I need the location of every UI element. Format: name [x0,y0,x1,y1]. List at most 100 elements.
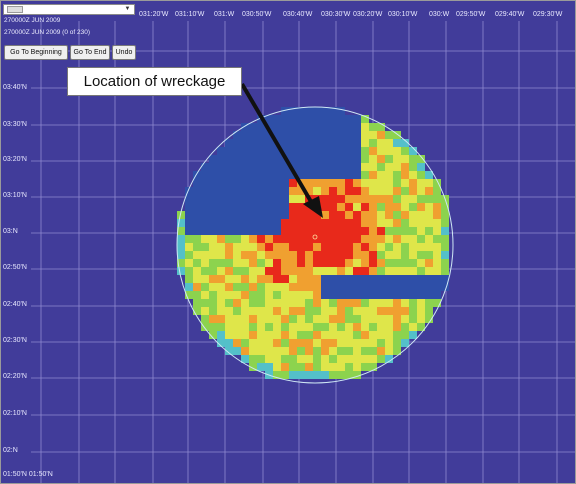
heatmap-cell [385,211,393,219]
heatmap-cell [377,339,385,347]
heatmap-cell [265,171,273,179]
heatmap-cell [321,171,329,179]
heatmap-cell [337,179,345,187]
heatmap-cell [401,299,409,307]
heatmap-cell [265,235,273,243]
chevron-down-icon[interactable]: ▼ [124,6,131,12]
heatmap-cell [281,187,289,195]
heatmap-cell [265,203,273,211]
heatmap-cell [273,155,281,163]
heatmap-cell [265,267,273,275]
time-slider[interactable]: ▼ [3,4,135,15]
heatmap-cell [329,339,337,347]
undo-button[interactable]: Undo [112,45,136,60]
heatmap-cell [417,243,425,251]
heatmap-cell [297,195,305,203]
heatmap-cell [225,243,233,251]
heatmap-cell [273,371,281,379]
heatmap-cell [257,235,265,243]
heatmap-cell [273,131,281,139]
go-to-beginning-button[interactable]: Go To Beginning [4,45,68,60]
heatmap-cell [377,139,385,147]
heatmap-cell [193,243,201,251]
heatmap-cell [289,291,297,299]
heatmap-cell [329,107,337,115]
heatmap-cell [321,283,329,291]
heatmap-cell [225,155,233,163]
heatmap-cell [305,107,313,115]
heatmap-cell [393,339,401,347]
heatmap-cell [433,283,441,291]
heatmap-cell [353,203,361,211]
heatmap-cell [353,339,361,347]
heatmap-cell [425,259,433,267]
heatmap-cell [401,227,409,235]
heatmap-cell [177,235,185,243]
heatmap-cell [385,315,393,323]
heatmap-cell [393,195,401,203]
heatmap-cell [177,211,185,219]
heatmap-cell [257,315,265,323]
heatmap-cell [265,299,273,307]
heatmap-cell [297,355,305,363]
heatmap-cell [241,339,249,347]
heatmap-cell [281,251,289,259]
heatmap-cell [337,147,345,155]
heatmap-cell [201,163,209,171]
heatmap-cell [225,339,233,347]
heatmap-cell [297,339,305,347]
heatmap-cell [209,219,217,227]
heatmap-cell [393,323,401,331]
heatmap-cell [273,123,281,131]
go-to-end-button[interactable]: Go To End [70,45,110,60]
heatmap-cell [233,131,241,139]
heatmap-cell [289,219,297,227]
heatmap-cell [241,275,249,283]
heatmap-cell [361,203,369,211]
heatmap-cell [425,227,433,235]
heatmap-cell [377,315,385,323]
heatmap-cell [233,243,241,251]
heatmap-cell [209,299,217,307]
heatmap-cell [241,123,249,131]
heatmap-cell [393,299,401,307]
heatmap-cell [393,251,401,259]
heatmap-cell [409,155,417,163]
wreckage-callout: Location of wreckage [67,67,242,96]
heatmap-cell [297,219,305,227]
heatmap-cell [313,179,321,187]
heatmap-cell [289,243,297,251]
heatmap-cell [249,171,257,179]
heatmap-cell [393,219,401,227]
heatmap-cell [217,315,225,323]
heatmap-cell [201,267,209,275]
heatmap-cell [385,307,393,315]
slider-thumb[interactable] [7,6,23,13]
heatmap-cell [361,291,369,299]
heatmap-cell [201,171,209,179]
heatmap-cell [345,115,353,123]
heatmap-cell [257,323,265,331]
heatmap-cell [337,323,345,331]
heatmap-cell [401,187,409,195]
heatmap-cell [313,259,321,267]
heatmap-cell [193,299,201,307]
heatmap-cell [329,203,337,211]
heatmap-cell [297,235,305,243]
heatmap-cell [241,251,249,259]
heatmap-cell [377,323,385,331]
heatmap-cell [289,195,297,203]
callout-arrow-head [303,196,323,218]
heatmap-cell [369,291,377,299]
heatmap-cell [329,299,337,307]
heatmap-cell [329,259,337,267]
heatmap-cell [361,355,369,363]
heatmap-cell [377,331,385,339]
heatmap-cell [201,283,209,291]
heatmap-cell [417,195,425,203]
heatmap-cell [225,267,233,275]
heatmap-cell [281,123,289,131]
heatmap-cell [425,211,433,219]
heatmap-cell [393,259,401,267]
